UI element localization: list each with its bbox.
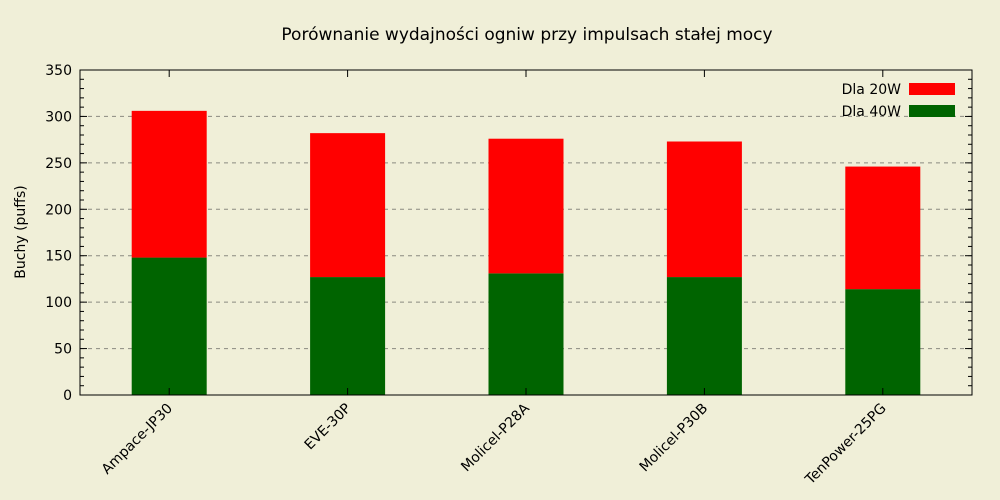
chart-title: Porównanie wydajności ogniw przy impulsa… — [281, 25, 772, 45]
bar-segment — [488, 138, 564, 274]
bar-segment — [131, 257, 207, 395]
y-tick-label: 200 — [45, 202, 72, 218]
x-tick-label: Ampace-JP30 — [99, 401, 176, 478]
bar-segment — [310, 133, 386, 278]
bar-segment — [666, 277, 742, 395]
x-tick-label: TenPower-25PG — [802, 401, 890, 489]
x-tick-label: Molicel-P30B — [637, 401, 712, 476]
bar-segment — [131, 110, 207, 258]
y-tick-label: 150 — [45, 249, 72, 265]
y-tick-label: 300 — [45, 109, 72, 125]
bars — [131, 110, 921, 395]
bar-segment — [845, 166, 921, 290]
x-tick-label: EVE-30P — [302, 401, 355, 454]
legend-swatch — [909, 83, 955, 95]
bar-segment — [488, 273, 564, 395]
y-axis-label: Buchy (puffs) — [13, 185, 29, 278]
legend-swatch — [909, 105, 955, 117]
legend-label: Dla 20W — [842, 82, 902, 98]
y-tick-label: 350 — [45, 63, 72, 79]
legend: Dla 20W Dla 40W — [842, 82, 955, 120]
y-tick-label: 250 — [45, 156, 72, 172]
y-tick-label: 50 — [54, 342, 72, 358]
x-tick-label: Molicel-P28A — [458, 400, 533, 475]
y-tick-label: 100 — [45, 295, 72, 311]
bar-segment — [845, 289, 921, 395]
bar-segment — [666, 141, 742, 278]
y-tick-label: 0 — [63, 388, 72, 404]
bar-segment — [310, 277, 386, 395]
legend-label: Dla 40W — [842, 104, 902, 120]
